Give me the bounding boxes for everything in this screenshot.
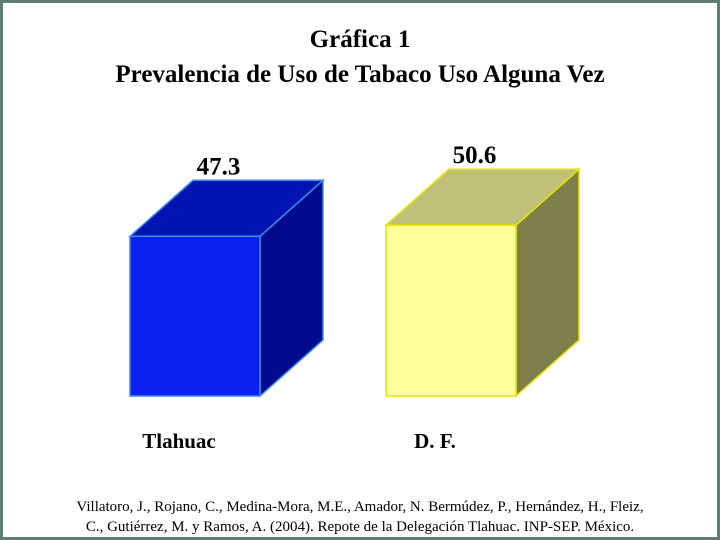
bar-value-label-tlahuac: 47.3 [197,153,241,180]
category-label-tlahuac: Tlahuac [142,429,216,453]
bar-chart: 47.3 Tlahuac 50.6 D. F. [128,142,581,453]
source-citation: Villatoro, J., Rojano, C., Medina-Mora, … [23,497,697,537]
category-label-d-f: D. F. [414,429,456,453]
chart-title: Gráfica 1 [309,26,411,53]
citation-line-1: Villatoro, J., Rojano, C., Medina-Mora, … [76,499,644,515]
bar-front-d-f [385,224,517,397]
bar-front-tlahuac [129,235,261,397]
chart-subtitle: Prevalencia de Uso de Tabaco Uso Alguna … [115,61,605,88]
citation-line-2: C., Gutiérrez, M. y Ramos, A. (2004). Re… [85,519,635,535]
bar-value-label-d-f: 50.6 [453,142,497,169]
